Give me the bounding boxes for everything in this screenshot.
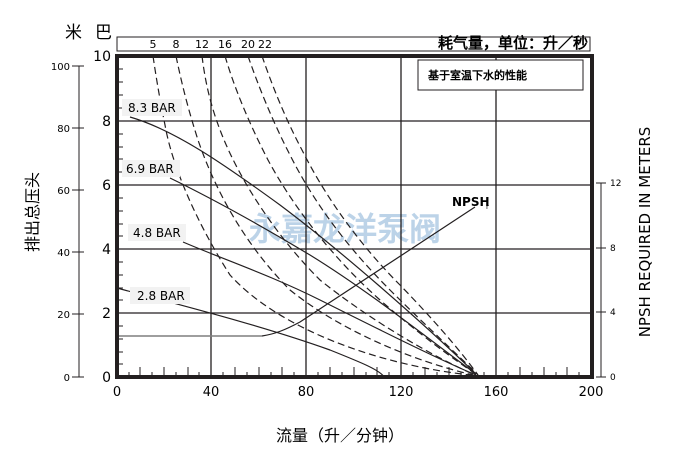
- svg-text:2: 2: [102, 306, 111, 322]
- air-consumption-label: 耗气量，单位：升／秒: [438, 34, 588, 52]
- svg-text:6: 6: [102, 178, 111, 194]
- y-axis-label: 排出总压头: [23, 172, 42, 252]
- svg-text:20: 20: [57, 310, 70, 321]
- svg-text:20: 20: [241, 38, 255, 51]
- svg-text:4: 4: [610, 308, 616, 318]
- y-axis-npsh-ticks: 0 4 8 12: [610, 179, 621, 383]
- y-axis-bar-ticks: 0 2 4 6 8 10: [93, 49, 111, 386]
- svg-text:80: 80: [57, 124, 70, 135]
- svg-text:8: 8: [102, 114, 111, 130]
- svg-text:16: 16: [218, 38, 232, 51]
- svg-text:0: 0: [610, 373, 616, 383]
- svg-text:60: 60: [57, 186, 70, 197]
- y-axis-npsh-label: NPSH REQUIRED IN METERS: [636, 127, 654, 338]
- curve-4-8-bar: [182, 241, 477, 376]
- svg-text:4: 4: [102, 242, 111, 258]
- svg-text:12: 12: [610, 179, 621, 189]
- air-consumption-ticks: 5 8 12 16 20 22: [150, 38, 273, 51]
- svg-text:6.9 BAR: 6.9 BAR: [126, 162, 174, 176]
- svg-text:8: 8: [610, 244, 616, 254]
- grid: [117, 56, 592, 377]
- y-axis-meters-ticks: 0 20 40 60 80 100: [51, 62, 70, 384]
- y-axis-npsh: [596, 182, 606, 378]
- curve-8-3-bar: [129, 116, 477, 375]
- svg-text:5: 5: [150, 38, 157, 51]
- svg-text:0: 0: [102, 370, 111, 386]
- watermark: 永嘉龙洋泵阀: [249, 210, 441, 248]
- svg-text:80: 80: [298, 385, 315, 400]
- unit-meters-label: 米: [65, 23, 82, 43]
- npsh-subscript: r: [486, 203, 489, 211]
- note-text: 基于室温下水的性能: [427, 68, 527, 82]
- svg-text:4.8 BAR: 4.8 BAR: [133, 226, 181, 240]
- svg-text:40: 40: [203, 385, 220, 400]
- x-axis-label: 流量（升／分钟）: [276, 426, 404, 445]
- svg-text:10: 10: [93, 49, 111, 65]
- svg-text:0: 0: [64, 373, 70, 384]
- svg-text:160: 160: [484, 385, 509, 400]
- svg-text:8: 8: [173, 38, 180, 51]
- svg-text:8.3 BAR: 8.3 BAR: [128, 101, 176, 115]
- note-box: [417, 59, 584, 91]
- npsh-curve: [117, 206, 476, 337]
- pressure-curves: [116, 116, 477, 378]
- x-axis-ticks: 0 40 80 120 160 200: [113, 385, 604, 400]
- npsh-label: NPSH: [452, 195, 490, 209]
- unit-bar-label: 巴: [95, 23, 112, 43]
- curve-6-9-bar: [169, 177, 477, 375]
- svg-text:100: 100: [51, 62, 70, 73]
- svg-text:22: 22: [258, 38, 272, 51]
- svg-text:12: 12: [195, 38, 209, 51]
- pressure-labels: 8.3 BAR 6.9 BAR 4.8 BAR 2.8 BAR: [122, 99, 190, 304]
- svg-text:0: 0: [113, 385, 121, 400]
- svg-text:200: 200: [579, 385, 604, 400]
- air-consumption-scale-box: [116, 36, 591, 52]
- svg-text:2.8 BAR: 2.8 BAR: [137, 289, 185, 303]
- plot-frame: [115, 54, 594, 379]
- svg-text:120: 120: [389, 385, 414, 400]
- svg-text:40: 40: [57, 248, 70, 259]
- y-axis-meters: [72, 65, 84, 378]
